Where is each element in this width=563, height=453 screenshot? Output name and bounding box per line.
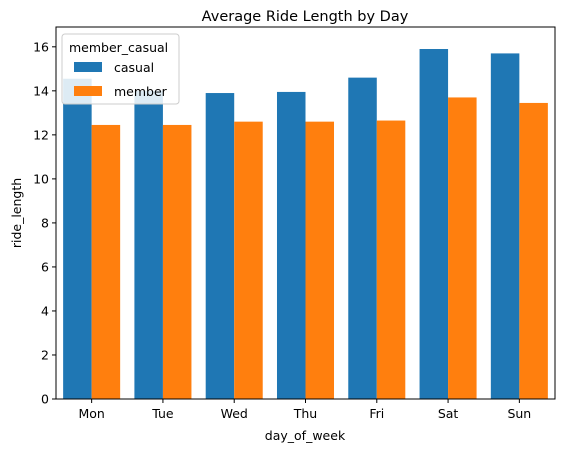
y-axis-label: ride_length — [9, 178, 24, 248]
x-axis-label: day_of_week — [265, 428, 346, 443]
y-tick-label: 2 — [41, 347, 49, 362]
bar-member-thu — [305, 121, 335, 400]
y-tick-label: 16 — [33, 39, 49, 54]
bars — [63, 49, 548, 400]
legend-title: member_casual — [69, 40, 168, 55]
x-tick-label: Thu — [293, 406, 317, 421]
y-tick-label: 6 — [41, 259, 49, 274]
chart-title: Average Ride Length by Day — [202, 9, 409, 25]
y-tick-label: 8 — [41, 215, 49, 230]
x-tick-label: Sun — [507, 406, 531, 421]
y-axis: 0 2 4 6 8 10 12 14 16 — [33, 39, 56, 407]
bar-casual-sun — [490, 53, 520, 399]
y-tick-label: 4 — [41, 303, 49, 318]
x-axis: Mon Tue Wed Thu Fri Sat Sun — [78, 399, 531, 421]
bar-casual-sat — [419, 49, 449, 399]
legend-label-member: member — [114, 84, 168, 99]
x-tick-label: Mon — [78, 406, 104, 421]
bar-member-sat — [448, 97, 477, 399]
bar-member-fri — [376, 120, 406, 400]
legend-swatch-casual — [74, 62, 102, 72]
bar-casual-tue — [134, 90, 163, 399]
y-tick-label: 14 — [33, 83, 49, 98]
legend: member_casual casual member — [61, 33, 180, 105]
bar-casual-mon — [63, 78, 92, 399]
x-tick-label: Wed — [221, 406, 248, 421]
bar-casual-fri — [348, 77, 377, 399]
bar-member-mon — [91, 124, 121, 399]
bar-member-wed — [234, 121, 263, 400]
bar-casual-thu — [276, 91, 306, 400]
bar-member-sun — [519, 102, 548, 399]
y-tick-label: 0 — [41, 392, 49, 407]
legend-label-casual: casual — [114, 60, 154, 75]
y-tick-label: 12 — [33, 127, 49, 142]
y-tick-label: 10 — [33, 171, 49, 186]
bar-member-tue — [162, 124, 192, 399]
legend-swatch-member — [74, 86, 102, 96]
x-tick-label: Sat — [438, 406, 459, 421]
x-tick-label: Fri — [369, 406, 384, 421]
bar-casual-wed — [205, 93, 235, 399]
x-tick-label: Tue — [151, 406, 174, 421]
